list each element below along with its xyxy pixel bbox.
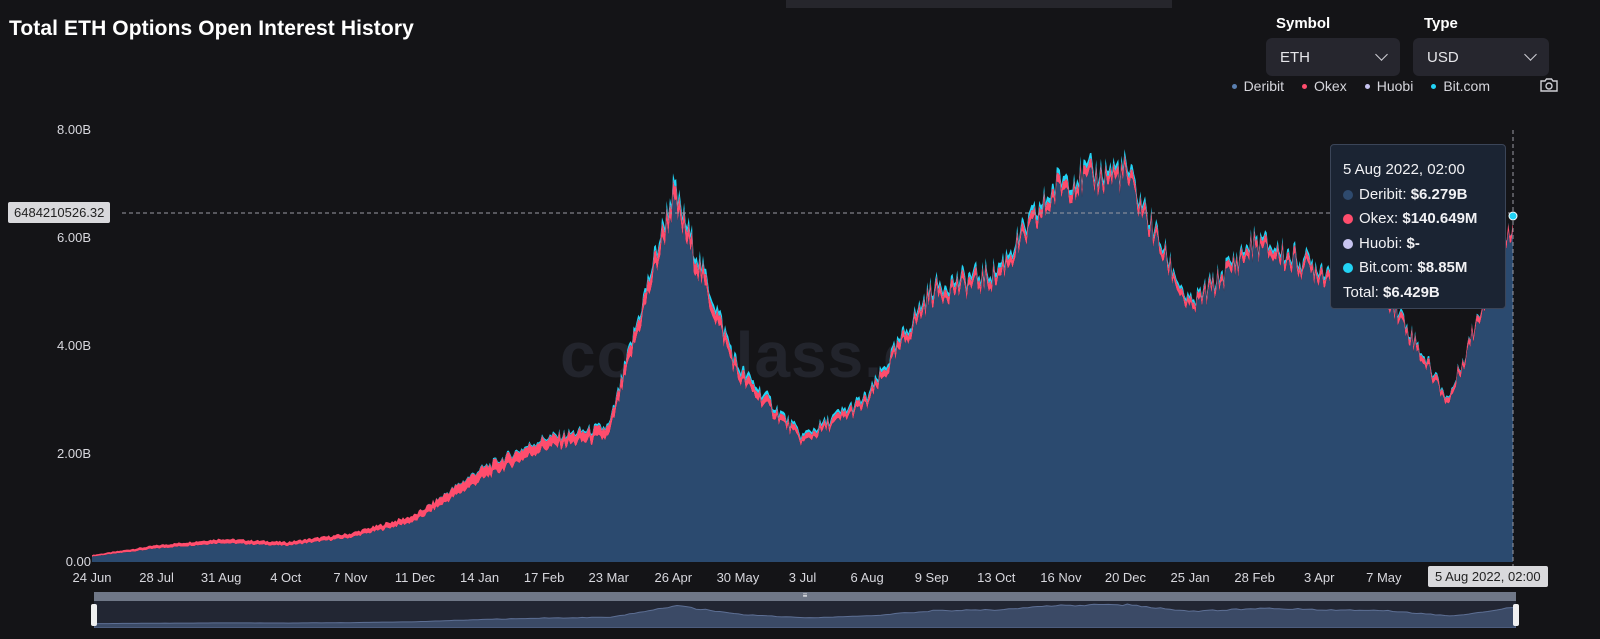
tooltip-label: Bit.com: bbox=[1359, 259, 1414, 276]
tooltip-date: 5 Aug 2022, 02:00 bbox=[1343, 161, 1465, 178]
type-label: Type bbox=[1424, 15, 1458, 32]
x-tick-label: 31 Aug bbox=[201, 570, 242, 585]
type-select[interactable]: USD bbox=[1413, 38, 1549, 76]
legend-dot-icon bbox=[1231, 83, 1237, 89]
dot-icon bbox=[1343, 238, 1353, 249]
x-tick-label: 4 Oct bbox=[270, 570, 301, 585]
x-tick-label: 3 Apr bbox=[1304, 570, 1335, 585]
type-value: USD bbox=[1427, 48, 1459, 66]
x-tick-label: 28 Feb bbox=[1234, 570, 1274, 585]
chart-tooltip: 5 Aug 2022, 02:00 Deribit: $6.279B Okex:… bbox=[1330, 144, 1506, 309]
x-tick-label: 20 Dec bbox=[1105, 570, 1147, 585]
series-areas bbox=[92, 149, 1513, 562]
x-tick-label: 3 Jul bbox=[789, 570, 817, 585]
x-tick-label: 14 Jan bbox=[460, 570, 499, 585]
navigator-scrollbar[interactable] bbox=[94, 592, 1516, 601]
crosshair-value-label: 6484210526.32 bbox=[8, 202, 111, 223]
dot-icon bbox=[1343, 189, 1353, 200]
tooltip-value: $6.279B bbox=[1410, 185, 1468, 203]
legend-item-huobi[interactable]: Huobi bbox=[1364, 78, 1414, 94]
legend-item-deribit[interactable]: Deribit bbox=[1231, 78, 1285, 94]
x-tick-label: 23 Mar bbox=[588, 570, 629, 585]
x-tick-label: 25 Jan bbox=[1171, 570, 1210, 585]
legend-label: Okex bbox=[1314, 78, 1347, 94]
tooltip-value: $8.85M bbox=[1417, 259, 1468, 276]
tooltip-row-huobi: Huobi: $- bbox=[1343, 232, 1493, 257]
x-tick-label: 24 Jun bbox=[72, 570, 111, 585]
grip-icon[interactable]: ≡ bbox=[802, 591, 808, 600]
tooltip-label: Huobi: bbox=[1359, 234, 1403, 252]
y-tick-label: 0.00 bbox=[66, 554, 91, 569]
x-tick-label: 6 Aug bbox=[850, 570, 883, 585]
legend-dot-icon bbox=[1364, 83, 1370, 89]
legend-label: Huobi bbox=[1376, 78, 1414, 94]
y-axis: 0.00 2.00B 4.00B 6.00B 8.00B bbox=[57, 122, 91, 569]
page-title: Total ETH Options Open Interest History bbox=[9, 17, 414, 40]
x-tick-label: 9 Sep bbox=[915, 570, 949, 585]
x-tick-label: 11 Dec bbox=[395, 570, 436, 585]
x-tick-label: 7 May bbox=[1366, 570, 1402, 585]
tooltip-total: Total: $6.429B bbox=[1343, 281, 1493, 306]
tooltip-row-okex: Okex: $140.649M bbox=[1343, 207, 1493, 232]
crosshair-point bbox=[1508, 211, 1518, 221]
tooltip-label: Okex: bbox=[1359, 210, 1399, 227]
y-tick-label: 4.00B bbox=[57, 338, 91, 353]
x-tick-label: 7 Nov bbox=[333, 570, 367, 585]
tooltip-total-label: Total: bbox=[1343, 283, 1379, 301]
legend-label: Deribit bbox=[1243, 78, 1285, 94]
tooltip-row-deribit: Deribit: $6.279B bbox=[1343, 183, 1493, 208]
y-tick-label: 8.00B bbox=[57, 122, 91, 137]
dot-icon bbox=[1343, 214, 1353, 225]
navigator-series bbox=[94, 603, 1516, 628]
symbol-value: ETH bbox=[1280, 48, 1310, 66]
y-tick-label: 6.00B bbox=[57, 230, 91, 245]
navigator-right-handle[interactable] bbox=[1513, 604, 1519, 626]
x-axis: 24 Jun 28 Jul 31 Aug 4 Oct 7 Nov 11 Dec 14 Jan… bbox=[72, 570, 1467, 585]
symbol-select[interactable]: ETH bbox=[1266, 38, 1400, 76]
legend-item-okex[interactable]: Okex bbox=[1302, 78, 1347, 94]
tooltip-value: $140.649M bbox=[1402, 210, 1478, 227]
x-tick-label: 26 Apr bbox=[655, 570, 693, 585]
x-tick-label: 16 Nov bbox=[1040, 570, 1082, 585]
legend-item-bitcom[interactable]: Bit.com bbox=[1431, 78, 1490, 94]
dot-icon bbox=[1343, 263, 1353, 274]
tooltip-total-value: $6.429B bbox=[1383, 283, 1440, 301]
symbol-label: Symbol bbox=[1276, 15, 1331, 32]
x-tick-label: 13 Oct bbox=[977, 570, 1016, 585]
top-scroll-strip bbox=[786, 0, 1172, 8]
x-tick-label: 17 Feb bbox=[524, 570, 564, 585]
tooltip-value: $- bbox=[1406, 234, 1420, 252]
crosshair-date-label: 5 Aug 2022, 02:00 bbox=[1428, 566, 1548, 587]
x-tick-label: 28 Jul bbox=[139, 570, 174, 585]
chart-legend: Deribit Okex Huobi Bit.com bbox=[1231, 78, 1490, 94]
navigator-left-handle[interactable] bbox=[91, 604, 97, 626]
y-tick-label: 2.00B bbox=[57, 446, 91, 461]
tooltip-label: Deribit: bbox=[1359, 185, 1407, 203]
legend-dot-icon bbox=[1431, 83, 1437, 89]
x-tick-label: 30 May bbox=[717, 570, 760, 585]
legend-label: Bit.com bbox=[1443, 78, 1490, 94]
camera-icon[interactable] bbox=[1540, 78, 1558, 92]
series-area-deribit bbox=[92, 163, 1513, 562]
tooltip-row-bitcom: Bit.com: $8.85M bbox=[1343, 256, 1493, 281]
legend-dot-icon bbox=[1302, 83, 1308, 89]
